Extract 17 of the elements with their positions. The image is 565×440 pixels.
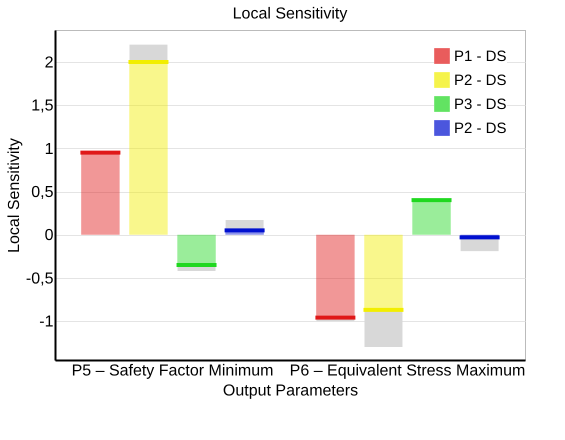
y-tick-label: 1 xyxy=(44,140,54,158)
y-tick-label: 2 xyxy=(44,54,54,72)
x-axis-title: Output Parameters xyxy=(222,382,358,400)
y-tick-label: -1 xyxy=(39,314,54,331)
bar xyxy=(316,234,355,318)
legend-label: P3 - DS xyxy=(454,96,507,113)
y-axis-title: Local Sensitivity xyxy=(6,138,23,253)
legend-label: P2 - DS xyxy=(454,120,507,137)
y-tick-label: -0,5 xyxy=(26,270,54,288)
y-tick-label: 0,5 xyxy=(31,184,54,202)
y-tick-label: 0 xyxy=(44,227,54,244)
legend-label: P1 - DS xyxy=(454,48,507,65)
legend-label: P2 - DS xyxy=(454,72,507,89)
x-tick-label: P6 – Equivalent Stress Maximum xyxy=(290,362,526,380)
chart-title: Local Sensitivity xyxy=(232,6,348,23)
x-tick-label: P5 – Safety Factor Minimum xyxy=(72,362,274,380)
y-tick-label: 1,5 xyxy=(31,98,54,115)
